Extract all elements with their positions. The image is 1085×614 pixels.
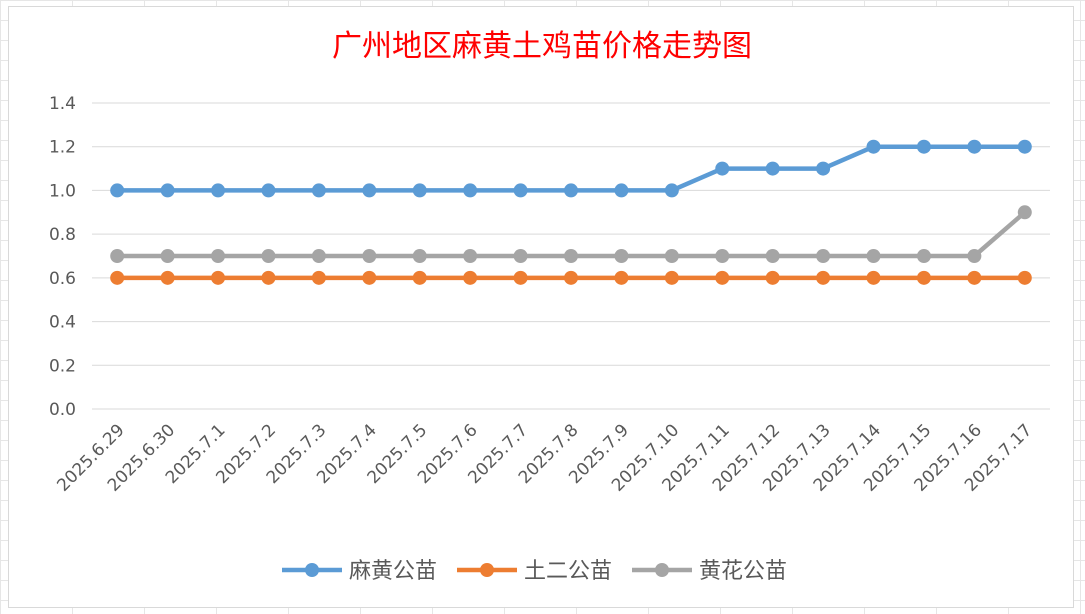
data-point <box>967 249 982 263</box>
data-point <box>816 161 831 176</box>
legend[interactable]: 麻黄公苗 土二公苗 黄花公苗 <box>282 559 787 584</box>
data-point <box>311 183 326 198</box>
data-point <box>311 249 326 263</box>
data-point <box>564 183 578 198</box>
data-point <box>765 249 780 263</box>
data-point <box>715 161 730 176</box>
legend-label: 黄花公苗 <box>699 559 787 584</box>
data-point <box>967 139 982 154</box>
chart-area[interactable] <box>8 6 1074 608</box>
series-1 <box>110 139 1032 198</box>
data-point <box>816 270 831 285</box>
data-point <box>110 249 125 263</box>
y-tick-label: 0.8 <box>49 225 76 245</box>
data-point <box>564 270 578 285</box>
legend-swatch-marker <box>655 563 669 577</box>
data-point <box>412 183 427 198</box>
data-point <box>463 249 478 263</box>
y-tick-label: 0.0 <box>49 400 76 420</box>
y-tick-label: 1.2 <box>49 138 76 158</box>
y-tick-label: 0.2 <box>49 356 76 376</box>
data-point <box>110 183 125 198</box>
y-tick-label: 1.0 <box>49 181 76 201</box>
data-point <box>311 270 326 285</box>
data-point <box>412 249 427 263</box>
data-point <box>463 183 478 198</box>
data-point <box>110 270 125 285</box>
data-point <box>614 249 629 263</box>
data-point <box>967 270 982 285</box>
data-point <box>261 270 276 285</box>
data-point <box>463 270 478 285</box>
data-point <box>765 161 780 176</box>
chart-title: 广州地区麻黄土鸡苗价格走势图 <box>332 29 752 64</box>
data-point <box>664 183 679 198</box>
data-point <box>916 270 931 285</box>
data-point <box>160 249 175 263</box>
data-point <box>664 270 679 285</box>
data-point <box>362 183 377 198</box>
data-point <box>261 183 276 198</box>
data-point <box>614 183 629 198</box>
y-axis-ticks: 0.0 0.2 0.4 0.6 0.8 1.0 1.2 1.4 <box>49 94 76 420</box>
data-point <box>362 249 377 263</box>
data-point <box>362 270 377 285</box>
y-tick-label: 0.4 <box>49 313 76 333</box>
data-point <box>1017 270 1032 285</box>
legend-label: 土二公苗 <box>524 559 612 584</box>
data-point <box>564 249 578 263</box>
data-point <box>1017 139 1032 154</box>
data-point <box>211 249 226 263</box>
data-point <box>866 270 881 285</box>
data-point <box>866 139 881 154</box>
legend-item-3[interactable]: 黄花公苗 <box>632 559 787 584</box>
legend-label: 麻黄公苗 <box>349 559 437 584</box>
data-point <box>765 270 780 285</box>
legend-item-1[interactable]: 麻黄公苗 <box>282 559 437 584</box>
data-point <box>715 270 730 285</box>
y-tick-label: 0.6 <box>49 269 76 289</box>
data-point <box>513 183 528 198</box>
data-point <box>160 183 175 198</box>
series-lines <box>110 139 1032 285</box>
data-point <box>513 249 528 263</box>
series-3 <box>110 205 1032 263</box>
data-point <box>715 249 730 263</box>
data-point <box>211 270 226 285</box>
legend-item-2[interactable]: 土二公苗 <box>457 559 612 584</box>
legend-swatch-marker <box>480 563 494 577</box>
data-point <box>816 249 831 263</box>
data-point <box>211 183 226 198</box>
legend-swatch-marker <box>305 563 319 577</box>
data-point <box>513 270 528 285</box>
data-point <box>916 249 931 263</box>
data-point <box>160 270 175 285</box>
data-point <box>866 249 881 263</box>
data-point <box>261 249 276 263</box>
series-2 <box>110 270 1032 285</box>
data-point <box>664 249 679 263</box>
data-point <box>1017 205 1032 220</box>
data-point <box>412 270 427 285</box>
x-axis-ticks: 2025.6.292025.6.302025.7.12025.7.22025.7… <box>53 420 1036 495</box>
data-point <box>614 270 629 285</box>
y-tick-label: 1.4 <box>49 94 76 114</box>
data-point <box>916 139 931 154</box>
